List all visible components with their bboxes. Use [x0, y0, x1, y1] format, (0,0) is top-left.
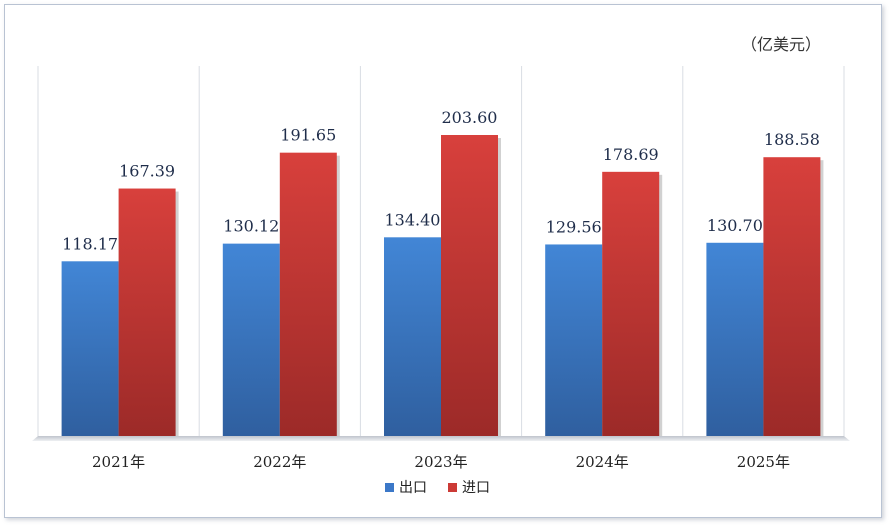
value-label-import-4: 178.69 [603, 145, 659, 164]
bar-import-4 [602, 171, 660, 437]
value-label-import-3: 203.60 [442, 108, 498, 127]
x-tick-label: 2021年 [92, 453, 145, 471]
bar-import-3 [441, 135, 498, 436]
legend-swatch-import [448, 483, 457, 492]
bar-export-1 [61, 261, 119, 436]
legend-swatch-export [385, 483, 394, 492]
bar-import-1 [118, 188, 176, 436]
x-tick-label: 2023年 [414, 453, 467, 471]
bar-export-5 [706, 242, 764, 436]
category-dividers [37, 66, 845, 436]
value-label-import-2: 191.65 [280, 126, 336, 145]
value-label-export-3: 134.40 [385, 210, 441, 229]
x-tick-label: 2022年 [253, 453, 306, 471]
value-label-export-2: 130.12 [223, 217, 279, 236]
plot-floor [32, 436, 850, 441]
legend-label-import: 进口 [462, 480, 490, 496]
x-tick-labels-group: 2021年 2022年 2023年 2024年 2025年 [92, 453, 790, 471]
bars-group [61, 135, 824, 437]
bar-import-2 [279, 152, 337, 436]
x-tick-label: 2025年 [737, 453, 790, 471]
value-label-export-4: 129.56 [546, 217, 602, 236]
value-label-import-1: 167.39 [119, 162, 175, 181]
value-label-export-5: 130.70 [707, 216, 763, 235]
bar-export-3 [384, 237, 441, 436]
value-labels-group: 118.17 167.39 130.12 191.65 134.40 203.60 129.… [62, 108, 820, 253]
unit-label: （亿美元） [741, 35, 821, 54]
legend-label-export: 出口 [399, 480, 427, 496]
value-label-import-5: 188.58 [764, 130, 820, 149]
x-tick-label: 2024年 [576, 453, 629, 471]
legend: 出口 进口 [385, 480, 490, 496]
bar-import-5 [763, 157, 821, 437]
value-label-export-1: 118.17 [62, 234, 118, 253]
bar-export-4 [545, 244, 603, 436]
bar-export-2 [222, 243, 280, 436]
